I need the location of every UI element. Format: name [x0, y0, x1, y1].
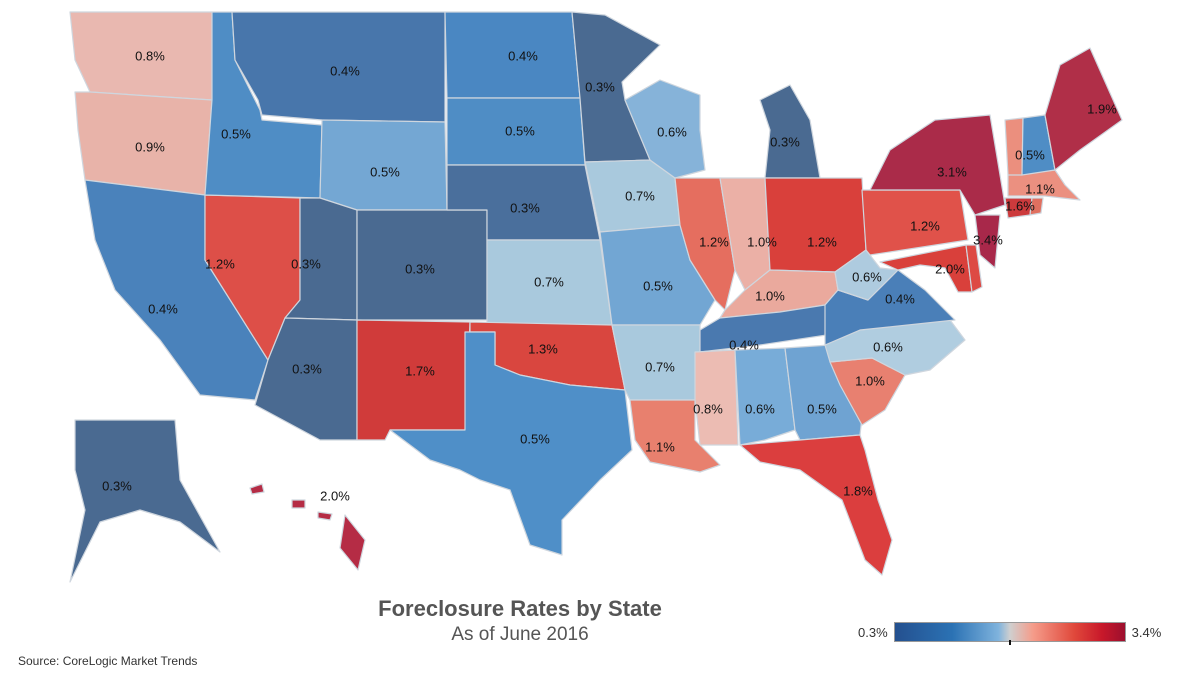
state-shape-fl: [739, 434, 893, 576]
state-value-label-in: 1.0%: [747, 234, 777, 249]
state-hi: [249, 483, 366, 571]
state-value-label-wv: 0.6%: [852, 269, 882, 284]
state-value-label-ut: 0.3%: [291, 256, 321, 271]
state-shape-nm: [356, 319, 471, 441]
state-value-label-nm: 1.7%: [405, 363, 435, 378]
state-ri: [1029, 197, 1044, 216]
state-nm: [356, 319, 471, 441]
state-value-label-wy: 0.5%: [370, 164, 400, 179]
state-ny: [869, 114, 1006, 216]
state-nj: [974, 214, 1001, 269]
legend-max-label: 3.4%: [1131, 624, 1162, 640]
state-value-label-mo: 0.5%: [643, 278, 673, 293]
state-shape-mi: [759, 84, 821, 179]
state-value-label-fl: 1.8%: [843, 483, 873, 498]
state-value-label-wa: 0.8%: [135, 48, 165, 63]
state-value-label-co: 0.3%: [405, 261, 435, 276]
state-value-label-nh: 0.5%: [1015, 147, 1045, 162]
state-mi: [759, 84, 821, 179]
state-la: [629, 399, 721, 473]
state-value-label-oh: 1.2%: [807, 234, 837, 249]
state-value-label-nv: 1.2%: [205, 256, 235, 271]
state-shape-al: [734, 347, 796, 446]
state-value-label-md: 2.0%: [935, 261, 965, 276]
state-value-label-al: 0.6%: [745, 401, 775, 416]
state-value-label-me: 1.9%: [1087, 101, 1117, 116]
state-value-label-nd: 0.4%: [508, 48, 538, 63]
state-fl: [739, 434, 893, 576]
state-value-label-wi: 0.6%: [657, 124, 687, 139]
state-value-label-az: 0.3%: [292, 361, 322, 376]
state-value-label-nj: 3.4%: [973, 232, 1003, 247]
state-value-label-ky: 1.0%: [755, 288, 785, 303]
state-shape-la: [629, 399, 721, 473]
source-note: Source: CoreLogic Market Trends: [18, 654, 198, 668]
state-value-label-or: 0.9%: [135, 139, 165, 154]
state-value-label-hi: 2.0%: [320, 488, 350, 503]
state-value-label-ms: 0.8%: [693, 401, 723, 416]
state-ms: [694, 349, 739, 446]
state-shape-ms: [694, 349, 739, 446]
state-value-label-va: 0.4%: [885, 291, 915, 306]
state-value-label-pa: 1.2%: [910, 218, 940, 233]
state-shape-hi: [317, 511, 333, 521]
state-value-label-ok: 1.3%: [528, 341, 558, 356]
state-value-label-ma: 1.1%: [1025, 181, 1055, 196]
state-value-label-ks: 0.7%: [534, 274, 564, 289]
state-value-label-nc: 0.6%: [873, 339, 903, 354]
state-value-label-mn: 0.3%: [585, 79, 615, 94]
state-value-label-sd: 0.5%: [505, 123, 535, 138]
state-shape-wi: [624, 79, 706, 179]
state-shape-ny: [869, 114, 1006, 216]
state-value-label-il: 1.2%: [699, 234, 729, 249]
state-shape-hi: [249, 483, 265, 495]
state-oh: [764, 177, 867, 273]
state-shape-nc: [824, 319, 966, 376]
map-subtitle: As of June 2016: [451, 624, 589, 645]
map-title: Foreclosure Rates by State: [378, 596, 662, 621]
state-value-label-id: 0.5%: [221, 126, 251, 141]
legend-gradient-bar: [893, 622, 1126, 645]
state-shape-me: [1044, 47, 1123, 171]
legend-min-label: 0.3%: [858, 624, 888, 640]
state-value-label-ia: 0.7%: [625, 188, 655, 203]
state-value-label-ak: 0.3%: [102, 478, 132, 493]
state-value-label-ga: 0.5%: [807, 401, 837, 416]
state-value-label-ct: 1.6%: [1005, 198, 1035, 213]
state-wi: [624, 79, 706, 179]
state-shape-ri: [1029, 197, 1044, 216]
state-tx: [389, 331, 633, 556]
state-value-label-ny: 3.1%: [937, 164, 967, 179]
state-value-label-la: 1.1%: [645, 439, 675, 454]
state-value-label-mt: 0.4%: [330, 63, 360, 78]
state-me: [1044, 47, 1123, 171]
state-shape-hi: [291, 499, 306, 509]
color-legend: 0.3% 3.4%: [858, 622, 1162, 645]
state-shape-tx: [389, 331, 633, 556]
state-shape-ak: [69, 419, 221, 583]
state-shape-nj: [974, 214, 1001, 269]
state-shape-de: [965, 244, 983, 293]
state-shape-hi: [339, 514, 366, 571]
state-value-label-ca: 0.4%: [148, 301, 178, 316]
state-ak: [69, 419, 221, 583]
us-choropleth-map: 0.8% 0.9% 0.4% 1.2% 0.5% 0.4% 0.5% 0.3% 0.3% 0.3%…: [69, 11, 1123, 583]
state-shape-oh: [764, 177, 867, 273]
state-value-label-sc: 1.0%: [855, 373, 885, 388]
legend-tick: [1008, 640, 1011, 645]
state-nc: [824, 319, 966, 376]
state-value-label-tx: 0.5%: [520, 431, 550, 446]
state-al: [734, 347, 796, 446]
state-value-label-mi: 0.3%: [770, 134, 800, 149]
state-value-label-ne: 0.3%: [510, 200, 540, 215]
state-value-label-ar: 0.7%: [645, 359, 675, 374]
state-de: [965, 244, 983, 293]
state-value-label-tn: 0.4%: [729, 337, 759, 352]
